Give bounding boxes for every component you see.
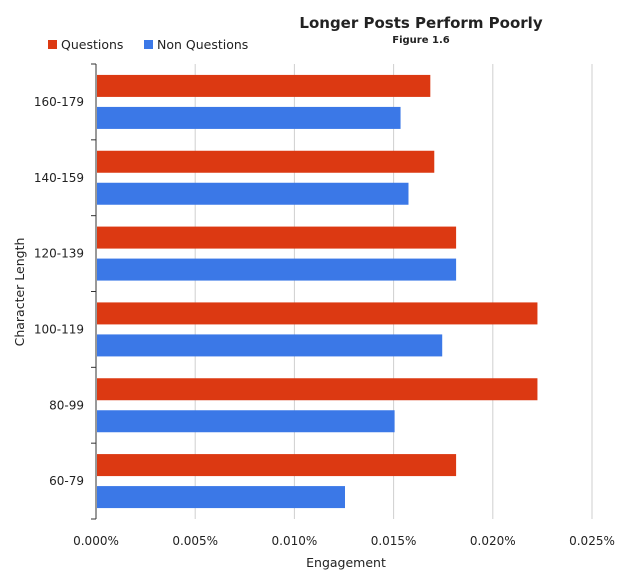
legend-swatch-non-questions xyxy=(144,40,153,49)
y-axis-label: Character Length xyxy=(12,238,27,347)
x-tick-label: 0.015% xyxy=(371,534,417,548)
y-tick-label: 60-79 xyxy=(49,474,84,488)
bars xyxy=(97,74,538,509)
y-tick-label: 140-159 xyxy=(34,171,84,185)
y-tick-label: 80-99 xyxy=(49,398,84,412)
bar-questions xyxy=(97,302,538,325)
bar-non-questions xyxy=(97,258,457,281)
x-axis-label: Engagement xyxy=(306,555,386,570)
legend: Questions Non Questions xyxy=(48,37,248,52)
bar-questions xyxy=(97,454,457,477)
legend-label-questions: Questions xyxy=(61,37,123,52)
chart-title: Longer Posts Perform Poorly xyxy=(299,14,542,32)
y-axis-ticks: 160-179 140-159 120-139 100-119 80-99 60-79 xyxy=(34,95,84,488)
bar-questions xyxy=(97,378,538,401)
bar-non-questions xyxy=(97,106,401,129)
chart-subtitle: Figure 1.6 xyxy=(392,35,449,46)
axes xyxy=(91,63,97,520)
x-tick-label: 0.025% xyxy=(569,534,615,548)
bar-non-questions xyxy=(97,410,395,433)
x-tick-label: 0.000% xyxy=(73,534,119,548)
x-tick-label: 0.020% xyxy=(470,534,516,548)
bar-non-questions xyxy=(97,334,443,357)
bar-questions xyxy=(97,226,457,249)
bar-questions xyxy=(97,74,431,97)
x-tick-label: 0.010% xyxy=(272,534,318,548)
y-tick-label: 100-119 xyxy=(34,322,84,336)
x-tick-label: 0.005% xyxy=(172,534,218,548)
bar-questions xyxy=(97,150,435,173)
legend-label-non-questions: Non Questions xyxy=(157,37,248,52)
bar-non-questions xyxy=(97,182,409,205)
y-tick-label: 160-179 xyxy=(34,95,84,109)
bar-non-questions xyxy=(97,486,345,509)
y-tick-label: 120-139 xyxy=(34,247,84,261)
legend-swatch-questions xyxy=(48,40,57,49)
gridlines xyxy=(194,64,593,519)
x-axis-ticks: 0.000% 0.005% 0.010% 0.015% 0.020% 0.025% xyxy=(73,534,615,548)
